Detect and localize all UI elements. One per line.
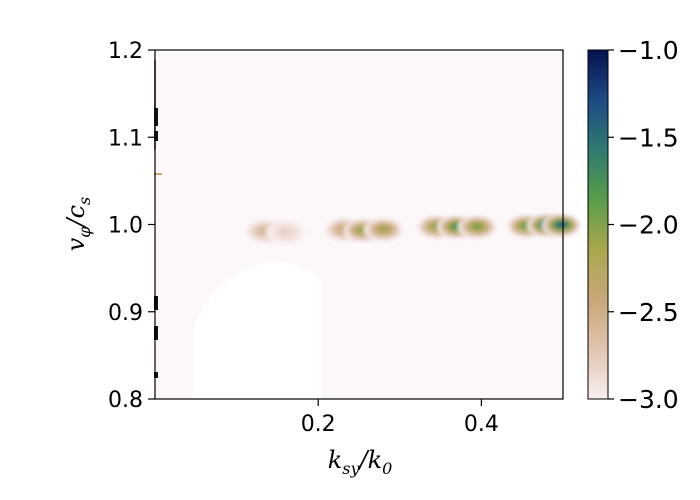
x-axis-label-main: k [328, 446, 343, 474]
heatmap-blob [457, 215, 498, 240]
y-axis-label-main2: c [62, 205, 90, 218]
x-tick-label: 0.2 [301, 412, 336, 437]
y-tick-label: 1.0 [108, 214, 143, 239]
heatmap-blob [265, 220, 306, 245]
blob-contour [473, 224, 482, 229]
colorbar-tick-label: −1.5 [618, 123, 679, 152]
heatmap-blob [363, 217, 404, 242]
x-axis-ticks: 0.2 0.4 [301, 399, 499, 437]
y-tick-label: 0.9 [108, 301, 143, 326]
edge-mark [154, 173, 162, 175]
y-tick-label: 1.2 [108, 39, 143, 64]
low-value-region [193, 262, 322, 399]
x-axis-label: ksy/k0 [328, 446, 393, 478]
heatmap-blob [541, 213, 582, 238]
y-axis-label-main: v [62, 237, 90, 251]
blob-contour [557, 222, 566, 227]
x-tick-label: 0.4 [464, 412, 499, 437]
colorbar [587, 49, 609, 400]
x-axis-label-main2: k [368, 446, 383, 474]
colorbar-tick-label: −2.0 [618, 211, 679, 240]
colorbar-tick-label: −2.5 [618, 298, 679, 327]
colorbar-tick-label: −3.0 [618, 385, 679, 414]
x-axis-label-sub2: 0 [382, 459, 392, 478]
edge-mark [154, 326, 158, 340]
edge-mark [154, 296, 158, 310]
y-axis-label: vφ/cs [62, 197, 94, 252]
y-tick-label: 0.8 [108, 388, 143, 413]
blob-contour [379, 226, 388, 232]
y-axis-label-slash: / [62, 216, 90, 229]
y-tick-label: 1.1 [108, 126, 143, 151]
edge-mark [154, 372, 158, 378]
y-axis-label-sub: φ [75, 226, 94, 238]
colorbar-ticks: −1.0 −1.5 −2.0 −2.5 −3.0 [608, 36, 679, 414]
heatmap-blobs [245, 213, 582, 245]
x-axis-label-slash: / [357, 446, 370, 474]
y-axis-label-sub2: s [75, 197, 94, 205]
y-axis-ticks: 0.8 0.9 1.0 1.1 1.2 [108, 39, 155, 413]
colorbar-tick-label: −1.0 [618, 36, 679, 65]
x-axis-label-sub: sy [342, 459, 360, 478]
blob-contour [281, 229, 290, 234]
